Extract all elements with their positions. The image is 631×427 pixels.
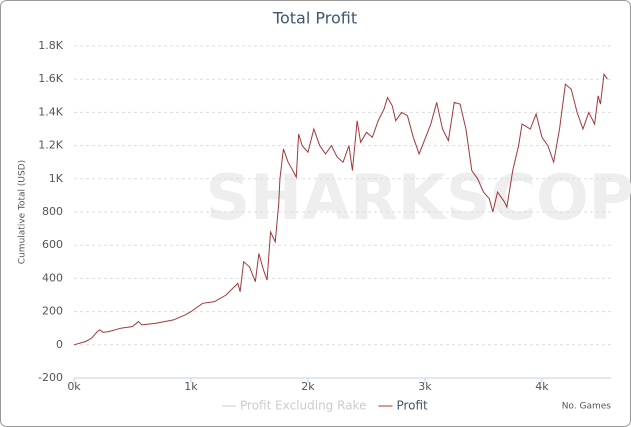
x-tick-label: 4k — [535, 380, 549, 393]
y-tick-label: 1.4K — [38, 105, 63, 118]
legend-entry[interactable]: Profit Excluding Rake — [240, 399, 366, 413]
y-tick-label: 800 — [42, 205, 63, 218]
y-tick-label: 400 — [42, 271, 63, 284]
y-tick-label: 1.8K — [38, 39, 63, 52]
y-tick-label: -200 — [38, 371, 63, 384]
x-tick-label: 1k — [184, 380, 198, 393]
x-axis-label: No. Games — [562, 402, 612, 412]
chart-title: Total Profit — [272, 9, 357, 28]
line-series — [73, 72, 608, 346]
legend-entry[interactable]: Profit — [396, 399, 428, 413]
y-tick-label: 1.2K — [38, 139, 63, 152]
y-tick-label: 600 — [42, 238, 63, 251]
y-axis-label: Cumulative Total (USD) — [18, 160, 28, 264]
x-tick-label: 0k — [67, 380, 81, 393]
y-tick-label: 200 — [42, 305, 63, 318]
y-tick-label: 0 — [56, 338, 63, 351]
y-tick-label: 1.6K — [38, 72, 63, 85]
x-tick-label: 3k — [418, 380, 432, 393]
y-tick-label: 1K — [49, 172, 64, 185]
x-tick-label: 2k — [301, 380, 315, 393]
watermark: SHARKSCOPE — [206, 161, 631, 234]
